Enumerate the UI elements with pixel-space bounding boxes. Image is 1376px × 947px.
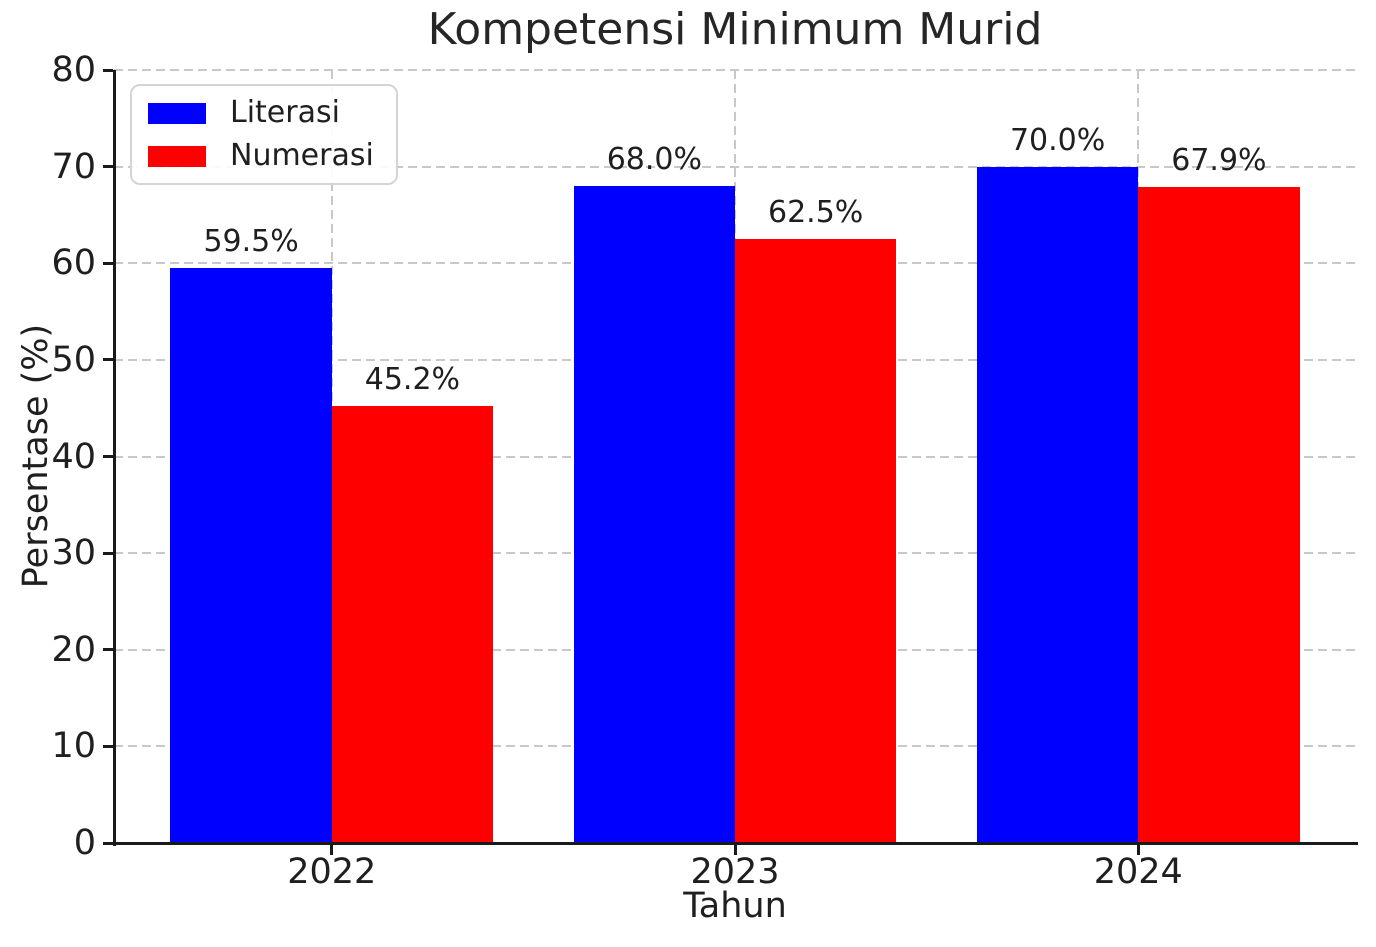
- bar-value-label: 67.9%: [1171, 142, 1267, 178]
- bar-numerasi-2023: [735, 239, 897, 843]
- legend-entry-literasi: Literasi: [148, 98, 374, 128]
- y-tick-label: 30: [51, 533, 96, 574]
- x-axis-spine: [112, 841, 1358, 845]
- bar-numerasi-2022: [331, 406, 494, 843]
- y-tick-label: 40: [51, 436, 96, 477]
- x-axis-label: Tahun: [683, 886, 787, 926]
- y-tick-mark: [103, 455, 113, 458]
- chart-title: Kompetensi Minimum Murid: [427, 4, 1043, 55]
- y-tick-label: 50: [51, 339, 96, 380]
- y-tick-mark: [103, 744, 113, 748]
- y-tick-mark: [103, 358, 113, 362]
- x-tick-mark: [733, 844, 737, 855]
- y-tick-label: 60: [51, 243, 96, 284]
- bar-value-label: 45.2%: [364, 362, 461, 398]
- bar-value-label: 70.0%: [1009, 122, 1106, 158]
- legend-entry-numerasi: Numerasi: [148, 141, 374, 171]
- y-tick-mark: [103, 68, 113, 72]
- legend-swatch-icon: [148, 102, 206, 124]
- legend-label: Literasi: [230, 95, 340, 130]
- y-tick-label: 70: [51, 146, 96, 187]
- legend-label: Numerasi: [230, 138, 374, 173]
- bar-value-label: 62.5%: [767, 195, 864, 231]
- y-tick-label: 10: [51, 726, 96, 767]
- y-tick-mark: [103, 648, 113, 652]
- y-tick-label: 80: [51, 50, 96, 90]
- x-tick-mark: [330, 844, 334, 855]
- y-tick-mark: [103, 261, 113, 265]
- legend-swatch-icon: [148, 145, 206, 167]
- x-tick-label: 2024: [1093, 852, 1183, 892]
- x-tick-mark: [1136, 844, 1140, 855]
- y-axis-spine: [112, 70, 116, 846]
- y-tick-mark: [103, 165, 113, 169]
- x-tick-label: 2023: [690, 852, 780, 892]
- legend: Literasi Numerasi: [130, 84, 398, 185]
- y-tick-label: 20: [51, 629, 96, 670]
- y-tick-mark: [103, 551, 113, 555]
- y-tick-label: 0: [73, 823, 96, 863]
- bar-literasi-2024: [976, 166, 1139, 843]
- bar-numerasi-2024: [1138, 186, 1300, 843]
- x-tick-label: 2022: [287, 852, 377, 892]
- y-axis-label: Persentase (%): [16, 323, 56, 589]
- y-tick-mark: [103, 841, 113, 845]
- bar-literasi-2022: [170, 268, 332, 843]
- bar-value-label: 68.0%: [606, 141, 702, 177]
- bar-value-label: 59.5%: [203, 224, 299, 260]
- bar-literasi-2023: [573, 185, 735, 843]
